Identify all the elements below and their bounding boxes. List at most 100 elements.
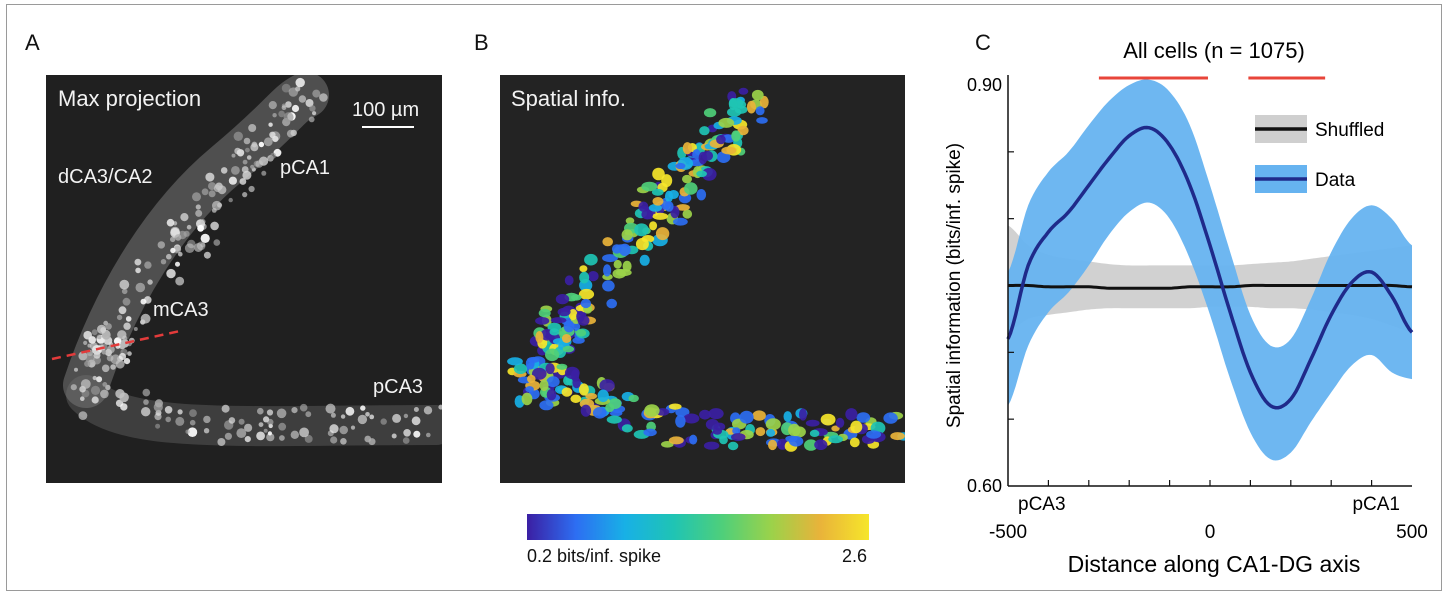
cell-body xyxy=(116,314,123,321)
cell-mask xyxy=(756,117,768,124)
cell-body xyxy=(118,306,127,315)
cell-body xyxy=(186,224,192,230)
cell-body xyxy=(195,209,203,217)
cell-body xyxy=(291,407,298,414)
cell-mask xyxy=(783,411,792,422)
cell-mask xyxy=(850,420,863,434)
cell-mask xyxy=(755,427,766,437)
cell-mask xyxy=(883,412,898,424)
cell-body xyxy=(121,288,128,295)
cell-mask xyxy=(606,298,617,309)
cell-mask xyxy=(521,392,533,406)
cell-mask xyxy=(673,217,688,226)
cell-body xyxy=(119,279,130,290)
cell-body xyxy=(141,407,151,417)
cell-mask xyxy=(572,377,581,389)
cell-body xyxy=(350,425,356,430)
cell-body xyxy=(268,101,277,110)
cell-mask xyxy=(644,404,660,417)
y-tick-label: 0.90 xyxy=(967,75,1002,95)
cell-body xyxy=(266,409,274,416)
cell-body xyxy=(330,412,336,418)
cell-mask xyxy=(628,394,639,403)
cell-mask xyxy=(639,254,650,266)
cell-body xyxy=(110,354,121,365)
cell-body xyxy=(195,204,201,210)
cell-mask xyxy=(655,227,670,241)
cell-mask xyxy=(592,407,607,419)
cell-body xyxy=(245,147,250,153)
cell-body xyxy=(258,141,265,148)
cell-mask xyxy=(689,434,698,445)
cell-body xyxy=(212,200,222,211)
cell-body xyxy=(85,353,95,364)
cell-mask xyxy=(606,415,622,424)
cell-body xyxy=(125,316,132,322)
cell-mask xyxy=(562,345,575,353)
cell-body xyxy=(267,431,272,436)
cell-body xyxy=(268,122,273,127)
cell-body xyxy=(224,432,232,440)
cell-body xyxy=(115,399,124,407)
cell-body xyxy=(286,129,295,138)
cell-body xyxy=(248,185,255,193)
cell-body xyxy=(78,351,88,361)
cell-mask xyxy=(752,410,766,421)
cell-body xyxy=(189,419,196,426)
cell-mask xyxy=(635,237,649,251)
cell-body xyxy=(312,89,321,98)
cell-mask xyxy=(538,308,551,318)
max-projection-texture xyxy=(46,75,442,483)
boundary-dashed-line xyxy=(51,329,181,361)
cell-body xyxy=(200,219,206,225)
cell-body xyxy=(205,172,215,182)
cell-mask xyxy=(731,433,746,442)
cell-body xyxy=(239,178,247,185)
cell-body xyxy=(281,83,291,93)
cell-mask xyxy=(703,441,720,450)
cell-body xyxy=(413,430,421,438)
cell-body xyxy=(217,438,226,446)
cell-body xyxy=(426,432,431,438)
cell-mask xyxy=(675,204,690,211)
cell-body xyxy=(243,137,251,145)
cell-body xyxy=(200,233,210,243)
cell-mask xyxy=(587,271,599,282)
cell-mask xyxy=(831,425,840,432)
cell-mask xyxy=(570,394,582,403)
cell-body xyxy=(92,375,97,381)
scale-bar-label: 100 µm xyxy=(352,99,420,121)
cell-mask xyxy=(699,126,710,136)
cell-body xyxy=(78,411,88,420)
cell-body xyxy=(90,385,101,395)
cell-body xyxy=(154,413,162,421)
cell-mask xyxy=(712,427,722,435)
cell-body xyxy=(272,135,279,143)
cell-body xyxy=(213,184,221,192)
cell-mask xyxy=(739,410,754,424)
cell-body xyxy=(175,416,185,426)
cell-mask xyxy=(684,182,698,195)
cell-mask xyxy=(718,117,735,128)
cell-body xyxy=(238,418,245,425)
cell-body xyxy=(228,176,237,185)
cell-body xyxy=(208,190,216,198)
cell-body xyxy=(102,382,108,387)
cell-body xyxy=(340,438,347,445)
cell-body xyxy=(242,159,248,165)
cell-mask xyxy=(648,204,662,212)
cell-mask xyxy=(608,398,622,409)
cell-mask xyxy=(555,294,570,305)
cell-body xyxy=(270,152,277,159)
cell-body xyxy=(96,376,103,383)
cell-body xyxy=(210,221,219,231)
cell-body xyxy=(309,105,316,112)
spatial-info-title: Spatial info. xyxy=(511,86,626,111)
x-tick-label: 0 xyxy=(1205,522,1216,543)
cell-body xyxy=(105,384,111,391)
cell-body xyxy=(364,435,372,443)
cell-body xyxy=(242,170,252,180)
cell-mask xyxy=(546,376,560,388)
cell-body xyxy=(123,358,131,365)
cell-body xyxy=(166,268,176,279)
